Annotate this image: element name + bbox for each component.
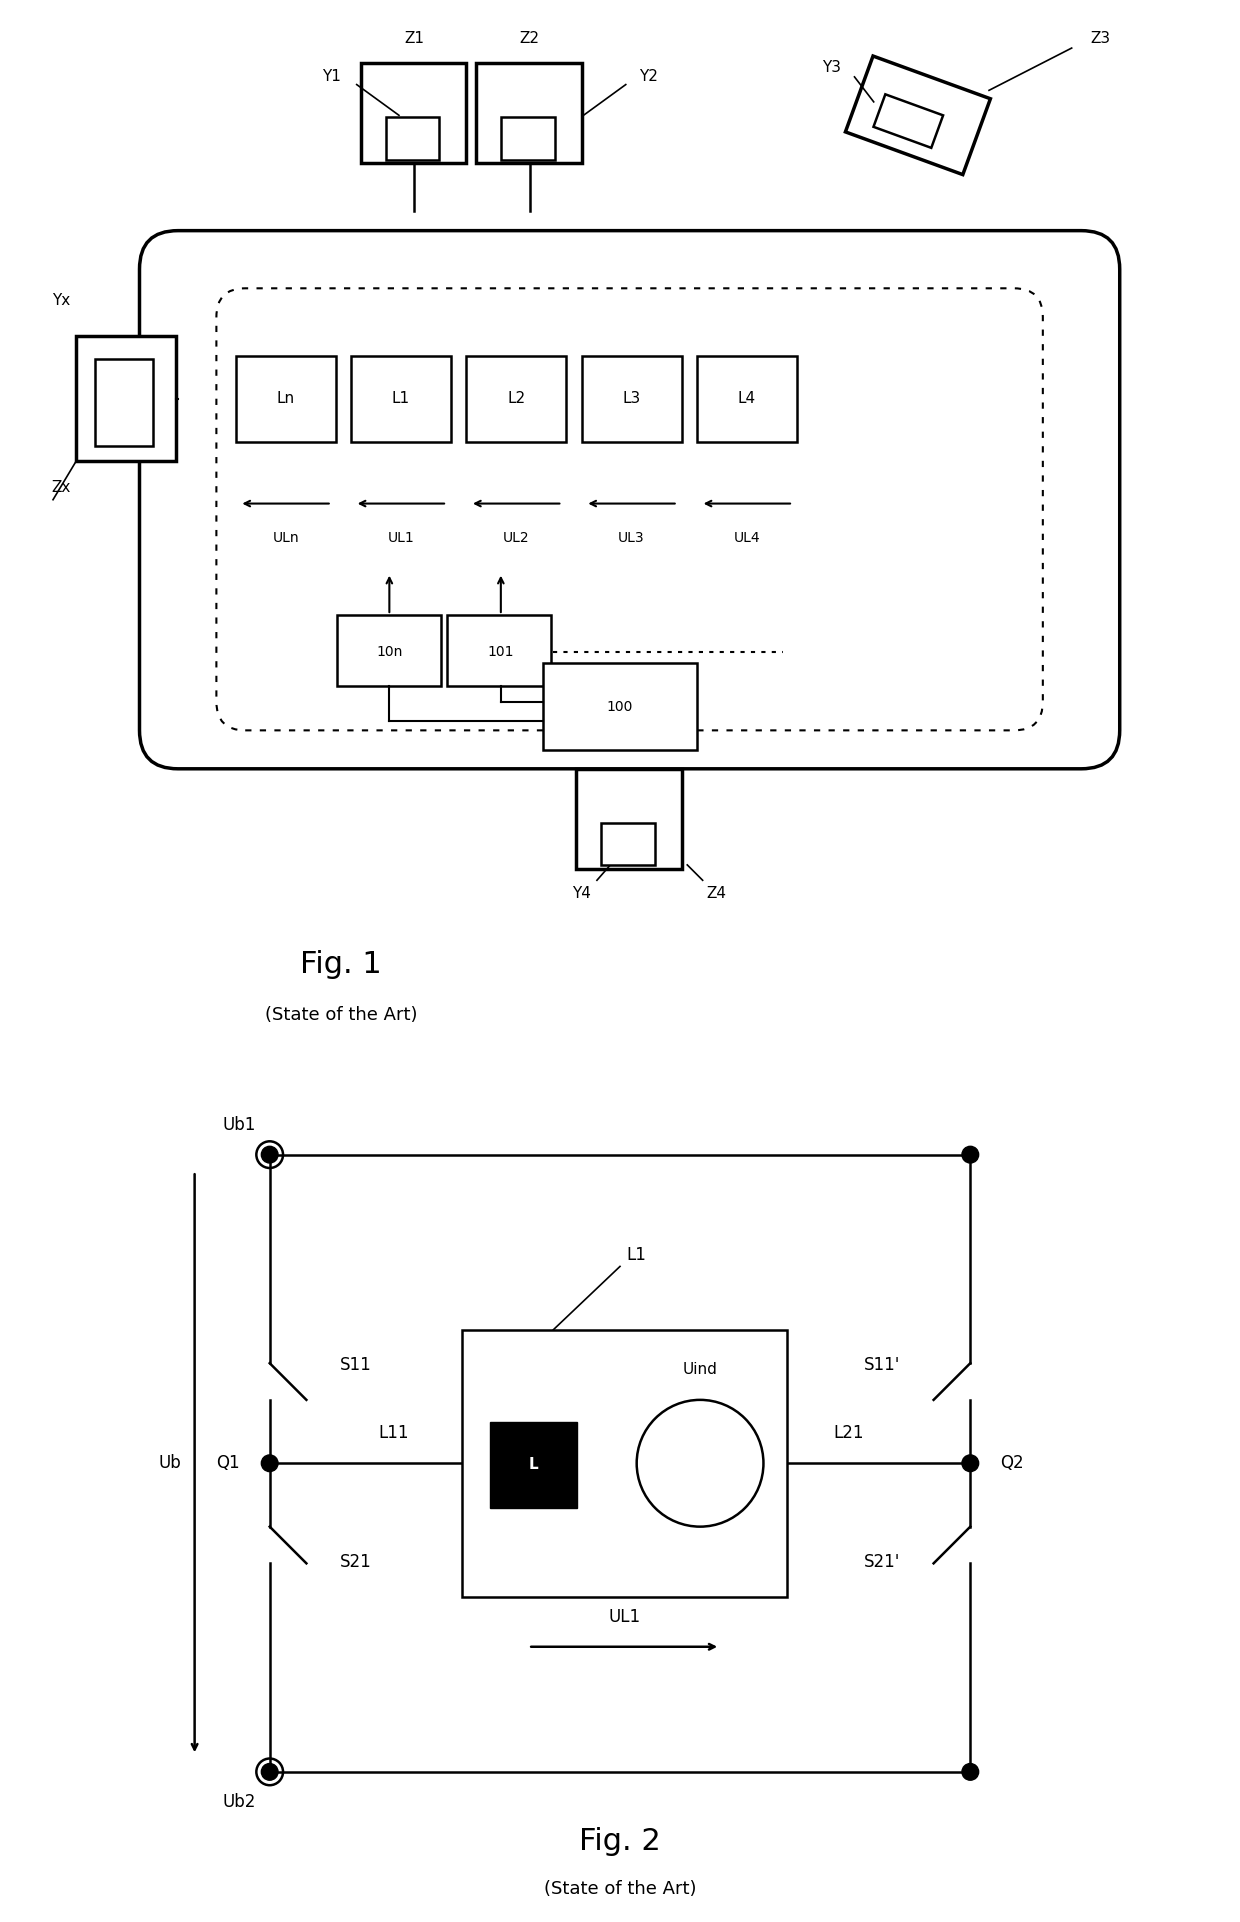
Text: L3: L3 [622,392,641,406]
Bar [337,615,441,686]
Text: S11': S11' [864,1355,900,1374]
Bar [361,63,466,163]
Bar [575,769,682,869]
Text: Y3: Y3 [822,60,841,75]
Text: Z2: Z2 [520,31,539,46]
Bar [386,117,439,160]
Circle shape [262,1146,278,1163]
Circle shape [262,1455,278,1472]
Circle shape [962,1455,978,1472]
Text: (State of the Art): (State of the Art) [265,1005,418,1024]
Bar [543,663,697,750]
Text: L11: L11 [378,1424,408,1442]
Polygon shape [873,94,944,148]
Text: L21: L21 [833,1424,864,1442]
Text: L1: L1 [626,1245,646,1265]
Text: Ln: Ln [277,392,295,406]
Text: Ub: Ub [159,1455,181,1472]
Text: L4: L4 [738,392,756,406]
Bar [582,356,682,442]
Bar [76,336,176,461]
Text: UL1: UL1 [608,1607,640,1626]
Text: 10n: 10n [376,644,403,659]
Polygon shape [846,56,991,175]
Bar [236,356,336,442]
Text: Z3: Z3 [1090,31,1111,46]
Circle shape [962,1764,978,1780]
Text: S21': S21' [864,1553,900,1570]
Text: Yx: Yx [52,292,69,308]
Text: Ub2: Ub2 [223,1793,257,1811]
Text: Fig. 1: Fig. 1 [300,949,382,980]
Circle shape [262,1764,278,1780]
Text: Q1: Q1 [216,1455,239,1472]
Text: Y2: Y2 [640,69,658,85]
Text: UL1: UL1 [388,530,414,546]
Text: Y4: Y4 [572,886,591,901]
Text: S21: S21 [340,1553,372,1570]
Text: Y1: Y1 [322,69,341,85]
Text: 100: 100 [606,700,634,715]
Text: Uind: Uind [683,1363,718,1378]
Text: L: L [528,1457,538,1472]
Bar [501,117,554,160]
Text: Zx: Zx [51,480,71,496]
Bar [461,1330,787,1597]
Text: S11: S11 [340,1355,372,1374]
Text: Z4: Z4 [706,886,727,901]
Text: UL4: UL4 [734,530,760,546]
Text: L1: L1 [392,392,410,406]
Bar [490,1422,577,1509]
Bar [476,63,582,163]
Text: Q2: Q2 [1001,1455,1024,1472]
Bar [697,356,797,442]
Text: 101: 101 [487,644,515,659]
Bar [351,356,451,442]
Bar [600,823,655,865]
Bar [466,356,567,442]
Text: UL3: UL3 [619,530,645,546]
Text: ULn: ULn [273,530,299,546]
Bar [95,359,153,446]
Circle shape [962,1146,978,1163]
Text: Ub1: Ub1 [223,1115,257,1134]
Text: (State of the Art): (State of the Art) [544,1880,696,1897]
Bar [446,615,551,686]
Text: L2: L2 [507,392,526,406]
Text: Z1: Z1 [404,31,424,46]
Text: Fig. 2: Fig. 2 [579,1828,661,1857]
FancyBboxPatch shape [139,231,1120,769]
Text: UL2: UL2 [503,530,529,546]
